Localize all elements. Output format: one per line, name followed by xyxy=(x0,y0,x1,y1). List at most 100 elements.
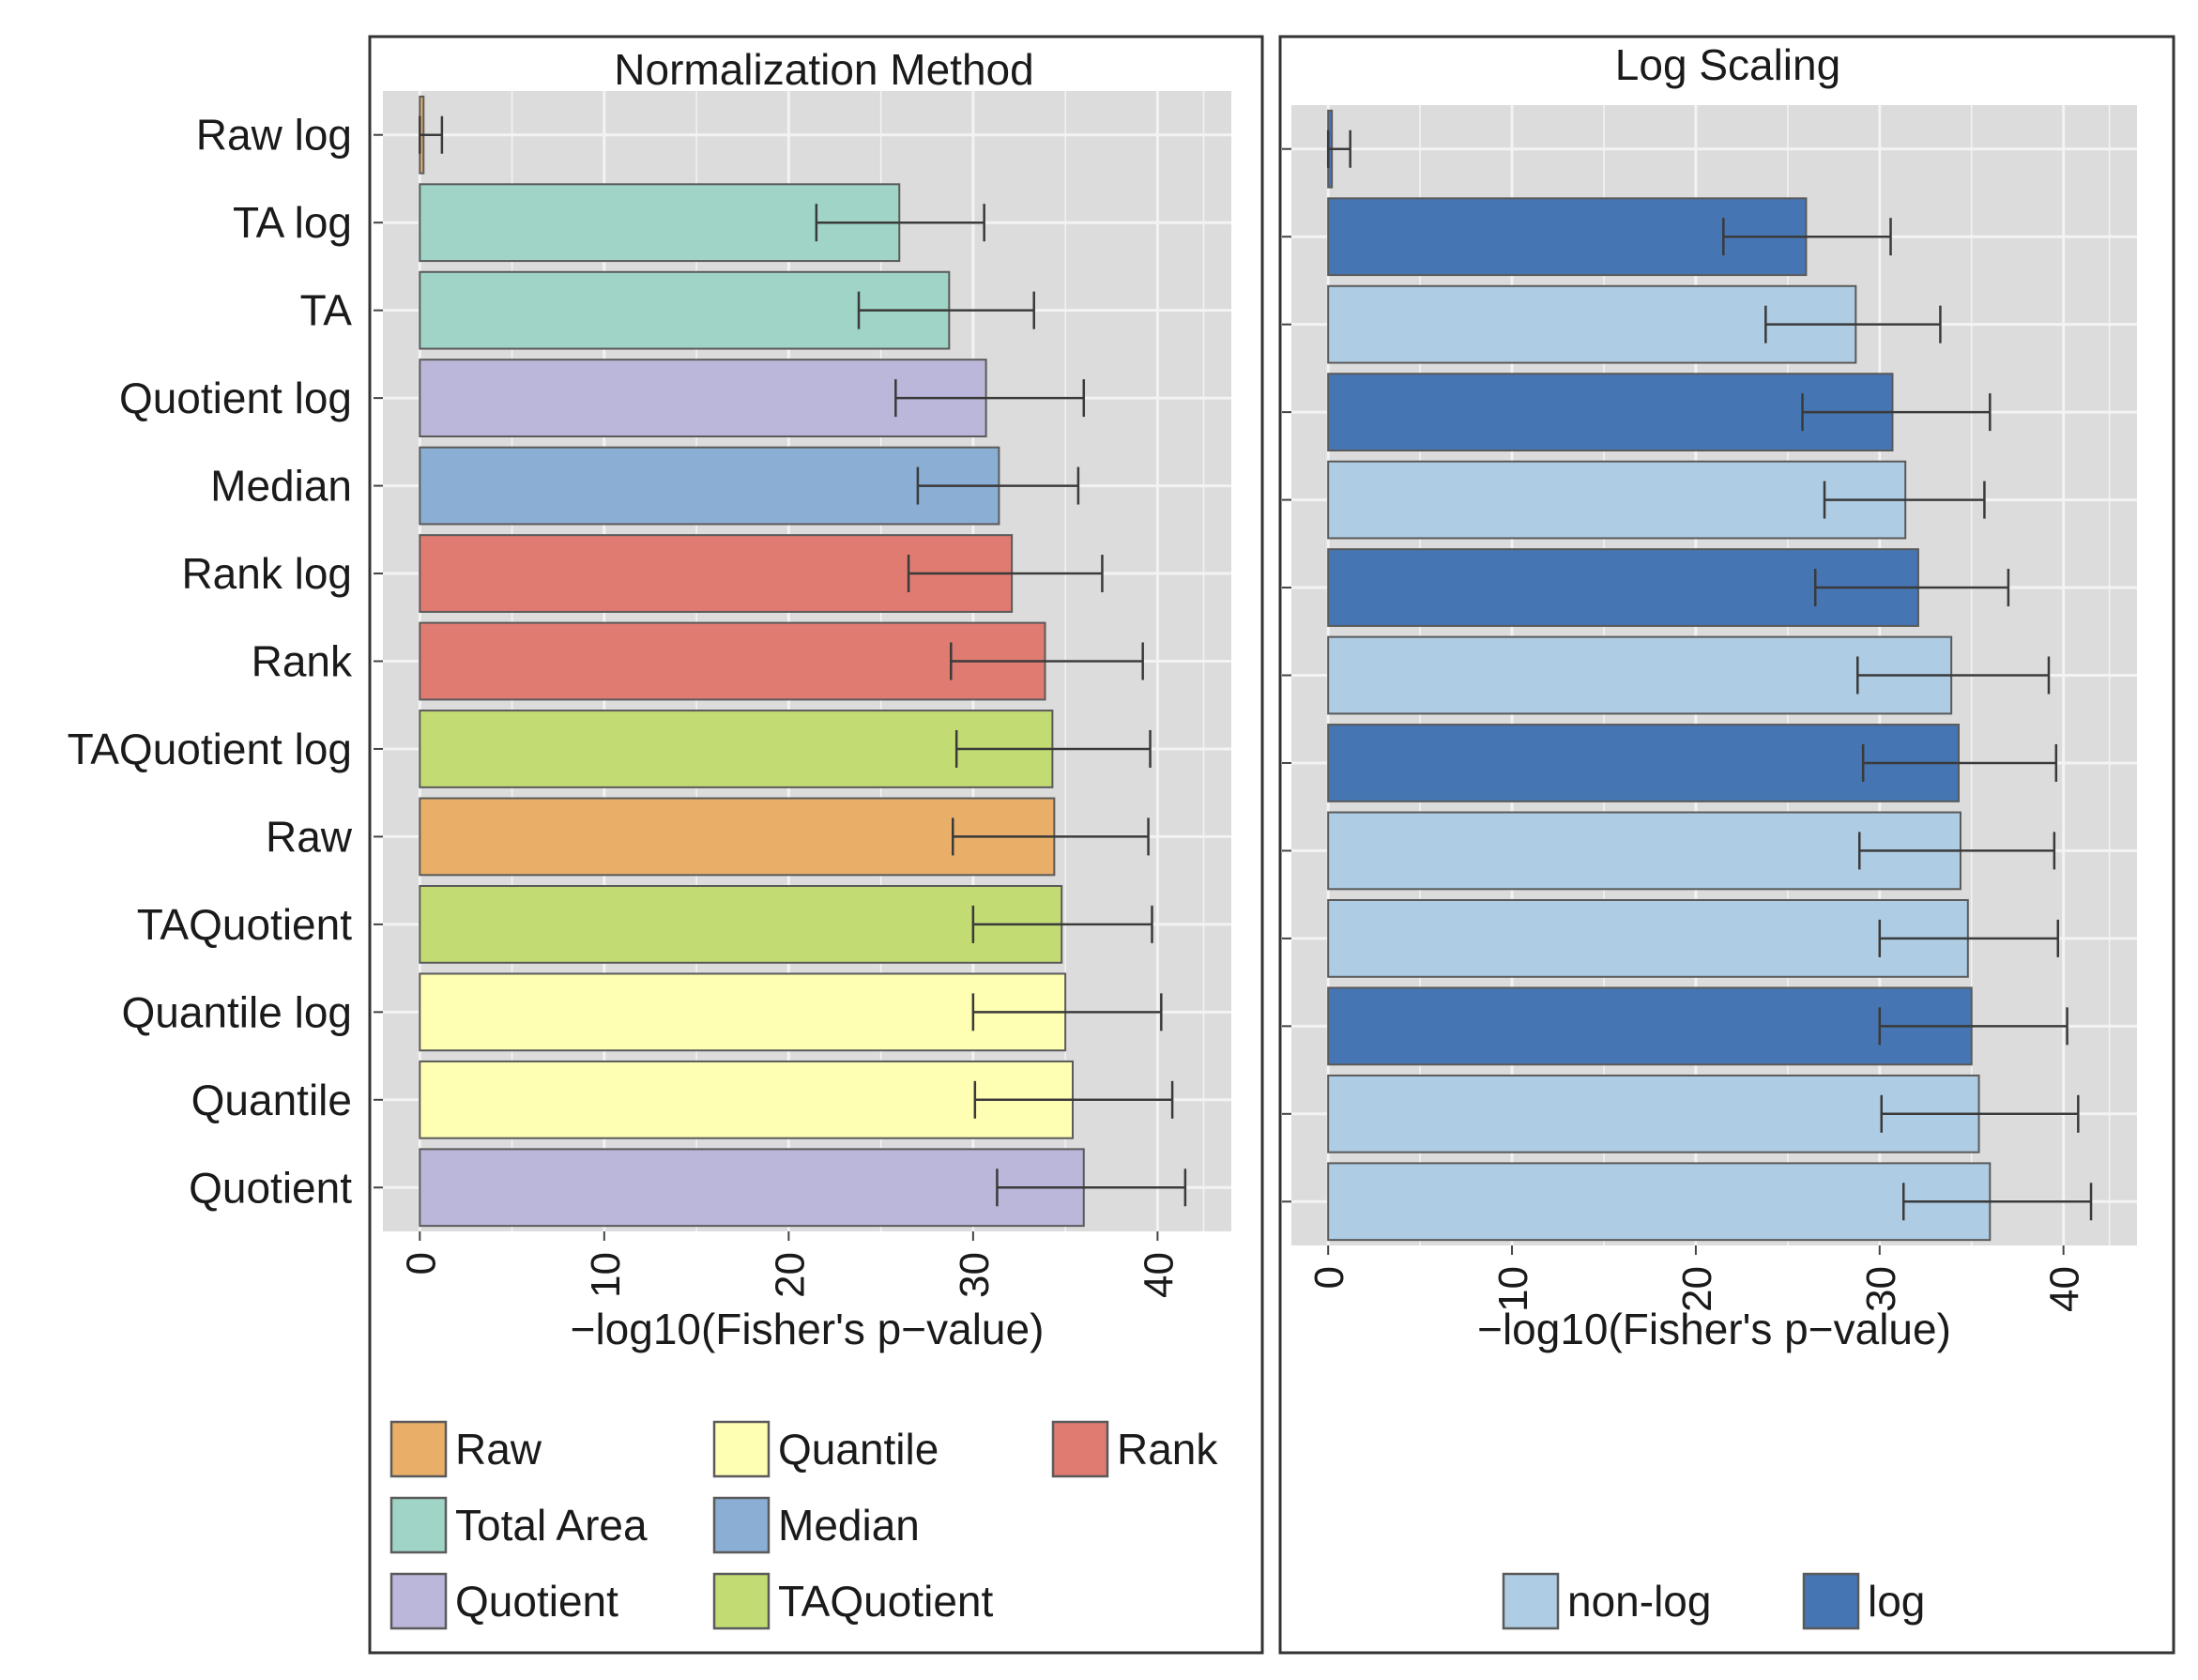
bar-quotient xyxy=(419,1148,1085,1228)
legend-label: Raw xyxy=(455,1425,542,1474)
x-tick-label: 40 xyxy=(2042,1266,2088,1312)
error-bar xyxy=(971,905,1153,943)
legend-label: Quantile xyxy=(778,1425,939,1474)
bar-quantile-log xyxy=(1327,986,1973,1066)
x-tick-label: 30 xyxy=(952,1252,998,1298)
y-tick-label: TAQuotient log xyxy=(68,725,352,773)
y-tick-label: Rank xyxy=(252,637,353,686)
error-bars xyxy=(419,115,1187,1207)
legend-label: Total Area xyxy=(455,1501,648,1550)
y-tick-label: TA xyxy=(300,286,353,335)
x-axis: 0 10 20 30 40 xyxy=(398,1231,1182,1298)
legend-label: TAQuotient xyxy=(778,1577,993,1626)
legend-swatch xyxy=(1051,1420,1109,1478)
error-bar xyxy=(907,555,1104,593)
bar-rank xyxy=(419,621,1046,701)
x-tick-label: 0 xyxy=(398,1252,444,1275)
legend-label: Median xyxy=(778,1501,920,1550)
x-tick-label: 40 xyxy=(1136,1252,1182,1298)
y-tick-label: Quantile xyxy=(191,1076,352,1124)
legend-item: Quantile xyxy=(712,1420,939,1478)
error-bars xyxy=(1326,130,2093,1221)
error-bar xyxy=(1722,218,1892,256)
error-bar xyxy=(954,729,1152,768)
bar-taquotient xyxy=(419,884,1063,964)
y-tick-label: Raw xyxy=(266,812,353,861)
error-bar xyxy=(857,291,1035,329)
y-tick-label: TAQuotient xyxy=(137,900,352,949)
bar-taquotient xyxy=(1327,898,1969,978)
y-tick-label: Raw log xyxy=(196,111,352,160)
error-bar xyxy=(1856,656,2051,695)
legend-label: non-log xyxy=(1567,1577,1711,1626)
legend: non-log log xyxy=(1502,1572,1925,1630)
error-bar xyxy=(971,993,1163,1031)
legend-swatch xyxy=(712,1496,771,1554)
bar-quantile xyxy=(419,1060,1074,1139)
legend-swatch xyxy=(389,1496,448,1554)
x-axis-title: −log10(Fisher's p−value) xyxy=(1477,1305,1951,1353)
error-bar xyxy=(1823,481,1986,519)
x-axis: 0 10 20 30 40 xyxy=(1306,1245,2088,1312)
legend-swatch xyxy=(1502,1572,1560,1630)
y-axis xyxy=(1282,147,1291,1203)
error-bar xyxy=(1813,569,2010,607)
error-bar xyxy=(1880,1094,2080,1133)
legend: Raw Quantile Rank Total Area Median Quotient T… xyxy=(389,1420,1218,1630)
x-tick-label: 0 xyxy=(1306,1266,1352,1289)
y-tick-label: Rank log xyxy=(181,549,352,598)
legend-swatch xyxy=(389,1420,448,1478)
y-tick-label: Median xyxy=(210,462,352,511)
x-tick-label: 10 xyxy=(583,1252,629,1298)
legend-swatch xyxy=(1802,1572,1860,1630)
bar-median xyxy=(1327,460,1907,540)
bar-quotient xyxy=(1327,1162,1992,1242)
error-bar xyxy=(1901,1183,2093,1221)
legend-label: log xyxy=(1868,1577,1925,1626)
legend-label: Rank xyxy=(1117,1425,1218,1474)
x-tick-label: 10 xyxy=(1490,1266,1536,1312)
x-tick-label: 20 xyxy=(1674,1266,1720,1312)
error-bar xyxy=(894,379,1086,418)
error-bar xyxy=(1861,743,2058,782)
x-tick-label: 20 xyxy=(767,1252,813,1298)
error-bar xyxy=(916,466,1080,505)
x-axis-title: −log10(Fisher's p−value) xyxy=(571,1305,1045,1353)
bars xyxy=(1327,109,1992,1242)
chart-frame xyxy=(368,35,1264,1655)
x-tick-label: 30 xyxy=(1858,1266,1904,1312)
bar-quotient-log xyxy=(1327,373,1894,452)
bars xyxy=(419,95,1085,1228)
y-tick-label: Quotient log xyxy=(119,374,352,422)
legend-item: Raw xyxy=(389,1420,542,1478)
bar-rank-log xyxy=(419,534,1014,613)
legend-item: Total Area xyxy=(389,1496,648,1554)
bar-median xyxy=(419,446,1000,526)
legend-swatch xyxy=(389,1572,448,1630)
legend-item: Rank xyxy=(1051,1420,1218,1478)
y-tick-label: TA log xyxy=(233,198,352,247)
legend-item: Quotient xyxy=(389,1572,618,1630)
legend-item: non-log xyxy=(1502,1572,1711,1630)
bar-quantile xyxy=(1327,1074,1980,1153)
error-bar xyxy=(996,1168,1187,1207)
legend-item: log xyxy=(1802,1572,1925,1630)
error-bar xyxy=(1801,393,1992,432)
error-bar xyxy=(1878,1007,2068,1046)
chart-frame xyxy=(1278,35,2175,1655)
error-bar xyxy=(419,115,444,154)
error-bar xyxy=(815,204,985,242)
legend-swatch xyxy=(712,1420,771,1478)
error-bar xyxy=(1878,919,2060,957)
log-scaling-chart: Log Scaling 0 10 20 30 40 −log10(Fisher's p−va… xyxy=(1278,35,2175,1655)
y-tick-label: Quantile log xyxy=(122,987,353,1036)
legend-item: Median xyxy=(712,1496,920,1554)
error-bar xyxy=(1764,305,1942,344)
bar-rank xyxy=(1327,635,1953,715)
y-tick-label: Quotient xyxy=(189,1163,352,1212)
error-bar xyxy=(1326,130,1351,168)
chart-title: Log Scaling xyxy=(1615,40,1840,89)
chart-title: Normalization Method xyxy=(614,45,1033,94)
